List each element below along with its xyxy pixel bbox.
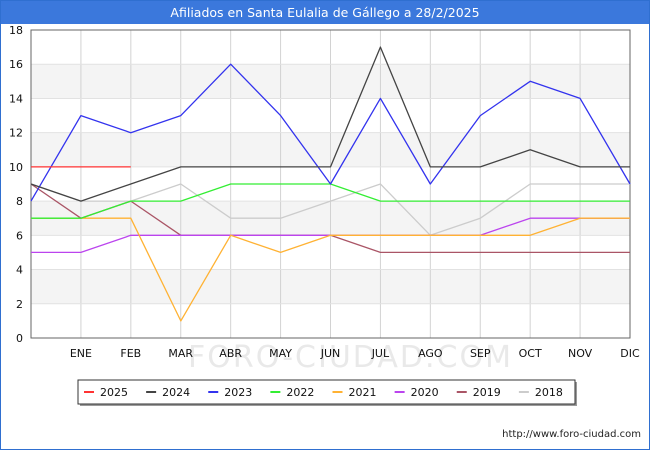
y-tick-label: 8: [16, 195, 23, 208]
legend-label-2022: 2022: [286, 386, 314, 399]
x-tick-label: ENE: [70, 347, 92, 360]
y-tick-label: 10: [9, 161, 23, 174]
legend-label-2021: 2021: [349, 386, 377, 399]
y-tick-label: 0: [16, 332, 23, 345]
x-tick-label: NOV: [568, 347, 593, 360]
series-line-2023: [30, 63, 631, 202]
legend-label-2019: 2019: [473, 386, 501, 399]
x-tick-label: FEB: [120, 347, 141, 360]
y-tick-label: 2: [16, 298, 23, 311]
y-tick-label: 4: [16, 264, 23, 277]
x-tick-label: MAR: [168, 347, 193, 360]
series-line-2024: [30, 46, 630, 202]
watermark-text: FORO-CIUDAD.COM: [188, 340, 513, 375]
x-tick-label: DIC: [620, 347, 640, 360]
legend-label-2024: 2024: [162, 386, 190, 399]
x-tick-label: JUL: [371, 347, 390, 360]
series-line-2021: [31, 217, 630, 322]
source-url: http://www.foro-ciudad.com: [502, 429, 641, 440]
chart-title: Afiliados en Santa Eulalia de Gállego a …: [1, 1, 649, 24]
legend-label-2023: 2023: [224, 386, 252, 399]
legend-label-2018: 2018: [535, 386, 563, 399]
y-tick-label: 6: [16, 229, 23, 242]
x-tick-label: SEP: [470, 347, 491, 360]
x-tick-label: AGO: [418, 347, 443, 360]
x-tick-label: MAY: [269, 347, 292, 360]
y-tick-label: 18: [9, 24, 23, 37]
y-tick-label: 16: [9, 58, 23, 71]
y-tick-label: 12: [9, 127, 23, 140]
legend-label-2020: 2020: [411, 386, 439, 399]
legend-label-2025: 2025: [100, 386, 128, 399]
x-tick-label: ABR: [219, 347, 242, 360]
y-tick-label: 14: [9, 92, 23, 105]
legend-box: [77, 379, 576, 405]
x-tick-label: JUN: [320, 347, 341, 360]
x-tick-label: OCT: [519, 347, 542, 360]
